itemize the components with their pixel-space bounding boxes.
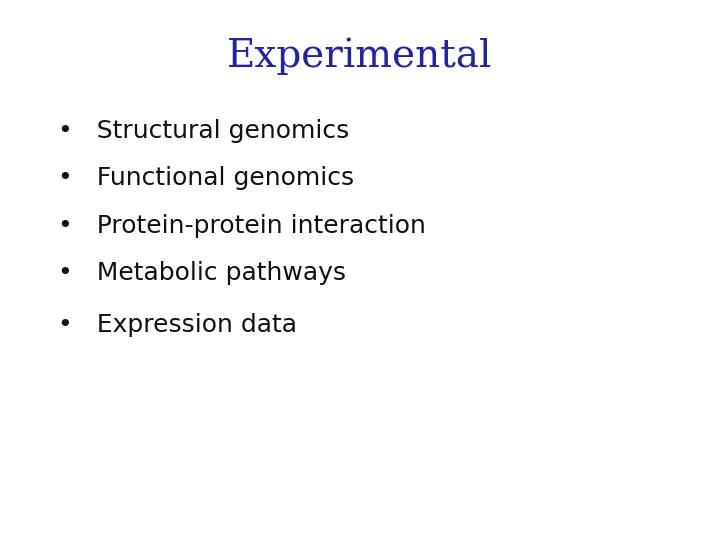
Text: •   Functional genomics: • Functional genomics bbox=[58, 166, 354, 190]
Text: •   Expression data: • Expression data bbox=[58, 313, 297, 337]
Text: •   Protein-protein interaction: • Protein-protein interaction bbox=[58, 214, 426, 238]
Text: •   Structural genomics: • Structural genomics bbox=[58, 119, 349, 143]
Text: Experimental: Experimental bbox=[228, 38, 492, 75]
Text: •   Metabolic pathways: • Metabolic pathways bbox=[58, 261, 346, 285]
